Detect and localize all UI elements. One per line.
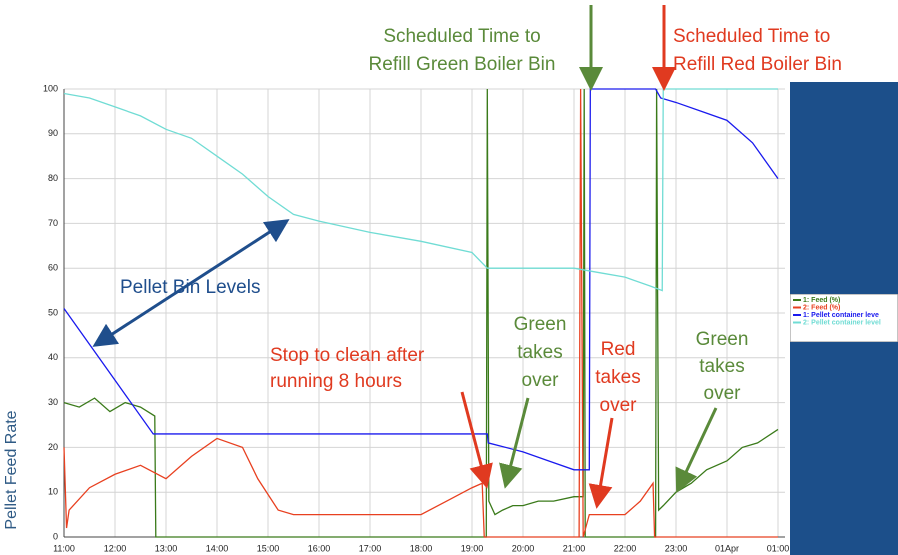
series-line (63, 88, 778, 292)
annotation: Pellet Bin Levels (120, 277, 260, 298)
series-line (63, 88, 779, 471)
annotation: over (600, 395, 638, 416)
x-tick-label: 17:00 (359, 543, 382, 553)
annotation: Green (696, 329, 749, 350)
y-tick-label: 80 (48, 173, 58, 183)
legend-label: 1: Feed (%) (803, 297, 840, 304)
legend-label: 2: Pellet container level (803, 319, 881, 326)
legend-label: 1: Pellet container leve (803, 312, 879, 319)
y-tick-label: 60 (48, 263, 58, 273)
annotation: Refill Red Boiler Bin (673, 54, 842, 75)
x-tick-label: 11:00 (53, 543, 75, 553)
x-tick-label: 16:00 (308, 543, 331, 553)
y-tick-label: 50 (48, 307, 58, 317)
annotation: Red (601, 339, 636, 360)
y-tick-label: 90 (48, 128, 58, 138)
x-tick-label: 01:00 (767, 543, 790, 553)
y-tick-label: 70 (48, 218, 58, 228)
annotation: Stop to clean after (270, 345, 425, 366)
annotation: takes (699, 356, 744, 377)
legend-label: 2: Feed (%) (803, 304, 840, 311)
legend-box (790, 294, 898, 342)
annotation: takes (517, 342, 562, 363)
y-tick-label: 30 (48, 397, 58, 407)
annotation: Scheduled Time to (383, 26, 540, 47)
annotation: Green (514, 314, 567, 335)
x-tick-label: 12:00 (104, 543, 127, 553)
x-tick-label: 01Apr (715, 543, 739, 553)
y-tick-label: 100 (43, 83, 58, 93)
annotation: running 8 hours (270, 371, 402, 392)
annotation: over (704, 383, 742, 404)
annotation: over (522, 370, 560, 391)
x-tick-label: 20:00 (512, 543, 535, 553)
arrows (92, 5, 718, 509)
y-tick-label: 40 (48, 352, 58, 362)
x-tick-label: 13:00 (155, 543, 178, 553)
series-line (63, 88, 778, 538)
x-tick-label: 19:00 (461, 543, 484, 553)
x-tick-label: 15:00 (257, 543, 280, 553)
annotation: Scheduled Time to (673, 26, 830, 47)
x-tick-label: 18:00 (410, 543, 433, 553)
x-tick-label: 14:00 (206, 543, 229, 553)
y-tick-label: 20 (48, 442, 58, 452)
annotation: Refill Green Boiler Bin (369, 54, 556, 75)
x-tick-label: 21:00 (563, 543, 586, 553)
y-tick-label: 0 (53, 531, 58, 541)
annotation: takes (595, 367, 640, 388)
y-axis-label: Pellet Feed Rate (3, 410, 20, 529)
x-tick-label: 23:00 (665, 543, 688, 553)
y-tick-label: 10 (48, 487, 58, 497)
x-tick-label: 22:00 (614, 543, 637, 553)
